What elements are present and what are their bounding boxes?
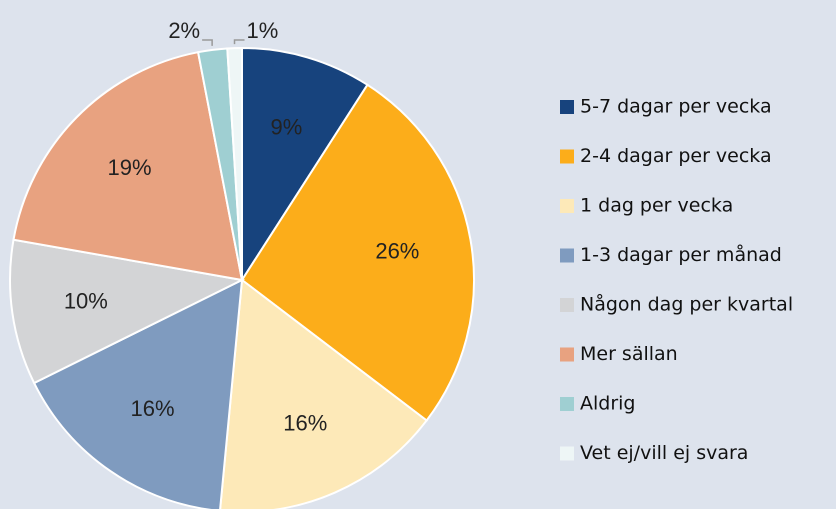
legend-swatch [560, 100, 574, 114]
legend-label: Aldrig [580, 393, 636, 415]
data-label: 26% [375, 238, 419, 263]
pie-slice [9, 238, 246, 385]
pie-slice [240, 83, 475, 422]
legend-swatch [560, 149, 574, 164]
legend-swatch [560, 446, 574, 461]
pie-slice [219, 278, 429, 509]
legend-swatch [560, 248, 574, 263]
pie-slice [241, 46, 369, 284]
pie-slice [226, 46, 243, 281]
leader-line [233, 39, 245, 45]
legend-swatch [560, 298, 574, 312]
legend-label: 1 dag per vecka [580, 195, 733, 217]
legend-label: Mer sällan [580, 343, 678, 365]
data-label: 16% [283, 410, 327, 435]
legend-label: 5-7 dagar per vecka [580, 96, 772, 118]
pie-slice [32, 278, 244, 509]
leader-line [202, 39, 213, 46]
legend-label: 2-4 dagar per vecka [580, 145, 772, 167]
data-label: 2% [168, 18, 200, 43]
legend-label: Vet ej/vill ej svara [580, 442, 748, 464]
legend-swatch [560, 397, 574, 411]
pie-slice [12, 51, 244, 282]
data-label: 1% [247, 18, 279, 43]
data-label: 10% [64, 288, 108, 313]
data-label: 16% [131, 396, 175, 421]
legend-label: Någon dag per kvartal [580, 293, 793, 316]
legend-swatch [560, 347, 574, 362]
legend-label: 1-3 dagar per månad [580, 243, 782, 266]
data-label: 19% [108, 155, 152, 180]
legend-swatch [560, 199, 574, 213]
data-label: 9% [271, 114, 303, 139]
